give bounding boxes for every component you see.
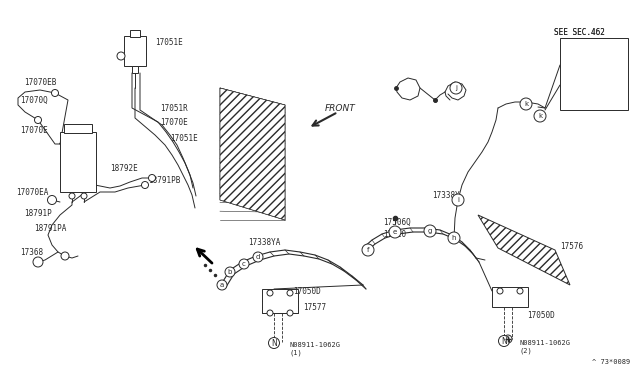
Bar bbox=[560, 38, 628, 110]
Text: f: f bbox=[367, 247, 369, 253]
Circle shape bbox=[267, 290, 273, 296]
Text: g: g bbox=[428, 228, 432, 234]
Text: SEE SEC.462: SEE SEC.462 bbox=[554, 28, 605, 36]
Text: 17070E: 17070E bbox=[160, 118, 188, 126]
Text: (2): (2) bbox=[520, 348, 532, 354]
Circle shape bbox=[520, 98, 532, 110]
Text: 17338Y: 17338Y bbox=[432, 190, 460, 199]
Circle shape bbox=[424, 225, 436, 237]
Text: 17576: 17576 bbox=[560, 241, 583, 250]
Circle shape bbox=[33, 257, 43, 267]
Circle shape bbox=[389, 226, 401, 238]
Circle shape bbox=[81, 193, 87, 199]
Text: N08911-1062G: N08911-1062G bbox=[520, 340, 571, 346]
Text: 18791PB: 18791PB bbox=[148, 176, 180, 185]
Text: b: b bbox=[228, 269, 232, 275]
Circle shape bbox=[448, 232, 460, 244]
Bar bbox=[64, 124, 92, 133]
Text: 17051E: 17051E bbox=[155, 38, 183, 46]
Circle shape bbox=[61, 252, 69, 260]
Circle shape bbox=[253, 252, 263, 262]
Circle shape bbox=[239, 259, 249, 269]
Text: 17051E: 17051E bbox=[170, 134, 198, 142]
Text: 17506Q: 17506Q bbox=[383, 218, 411, 227]
Circle shape bbox=[217, 280, 227, 290]
Circle shape bbox=[225, 267, 235, 277]
Bar bbox=[130, 30, 140, 37]
Text: 17051R: 17051R bbox=[160, 103, 188, 112]
Circle shape bbox=[362, 244, 374, 256]
Text: N: N bbox=[501, 337, 507, 346]
Text: k: k bbox=[524, 101, 528, 107]
Text: 17070EA: 17070EA bbox=[16, 187, 49, 196]
Bar bbox=[132, 66, 138, 73]
Circle shape bbox=[287, 310, 293, 316]
Text: d: d bbox=[256, 254, 260, 260]
Text: k: k bbox=[538, 113, 542, 119]
Circle shape bbox=[269, 337, 280, 349]
Circle shape bbox=[35, 116, 42, 124]
Polygon shape bbox=[478, 215, 570, 285]
Bar bbox=[262, 289, 298, 313]
Circle shape bbox=[47, 196, 56, 205]
Text: a: a bbox=[220, 282, 224, 288]
Text: (1): (1) bbox=[290, 350, 303, 356]
Text: N08911-1062G: N08911-1062G bbox=[290, 342, 341, 348]
Text: ^ 73*0089: ^ 73*0089 bbox=[592, 359, 630, 365]
Circle shape bbox=[504, 335, 512, 343]
Text: 17338YA: 17338YA bbox=[248, 237, 280, 247]
Text: j: j bbox=[455, 85, 457, 91]
Circle shape bbox=[117, 52, 125, 60]
Text: SEE SEC.462: SEE SEC.462 bbox=[554, 28, 605, 36]
Circle shape bbox=[287, 290, 293, 296]
Text: h: h bbox=[452, 235, 456, 241]
Text: 17070EB: 17070EB bbox=[24, 77, 56, 87]
Text: 18791PA: 18791PA bbox=[34, 224, 67, 232]
Circle shape bbox=[499, 336, 509, 346]
Text: 18791P: 18791P bbox=[24, 208, 52, 218]
Text: c: c bbox=[242, 261, 246, 267]
Circle shape bbox=[517, 288, 523, 294]
Bar bbox=[492, 287, 528, 307]
Text: e: e bbox=[393, 229, 397, 235]
Circle shape bbox=[450, 82, 462, 94]
Circle shape bbox=[452, 194, 464, 206]
Circle shape bbox=[69, 193, 75, 199]
Text: 17070E: 17070E bbox=[20, 125, 48, 135]
Text: FRONT: FRONT bbox=[325, 103, 356, 112]
Circle shape bbox=[141, 182, 148, 189]
Circle shape bbox=[51, 90, 58, 96]
Bar bbox=[124, 36, 146, 66]
Text: 17577: 17577 bbox=[303, 304, 326, 312]
Text: i: i bbox=[457, 197, 459, 203]
Text: 17050D: 17050D bbox=[293, 286, 321, 295]
Circle shape bbox=[497, 288, 503, 294]
Text: 17050D: 17050D bbox=[527, 311, 555, 320]
Text: 17368: 17368 bbox=[20, 247, 43, 257]
Circle shape bbox=[148, 174, 156, 182]
Text: 17510: 17510 bbox=[383, 230, 406, 238]
Circle shape bbox=[534, 110, 546, 122]
Text: 17070Q: 17070Q bbox=[20, 96, 48, 105]
Polygon shape bbox=[220, 88, 285, 220]
Text: 18792E: 18792E bbox=[110, 164, 138, 173]
Circle shape bbox=[267, 310, 273, 316]
Text: N: N bbox=[271, 339, 277, 347]
Bar bbox=[60, 132, 96, 192]
Polygon shape bbox=[220, 88, 285, 220]
